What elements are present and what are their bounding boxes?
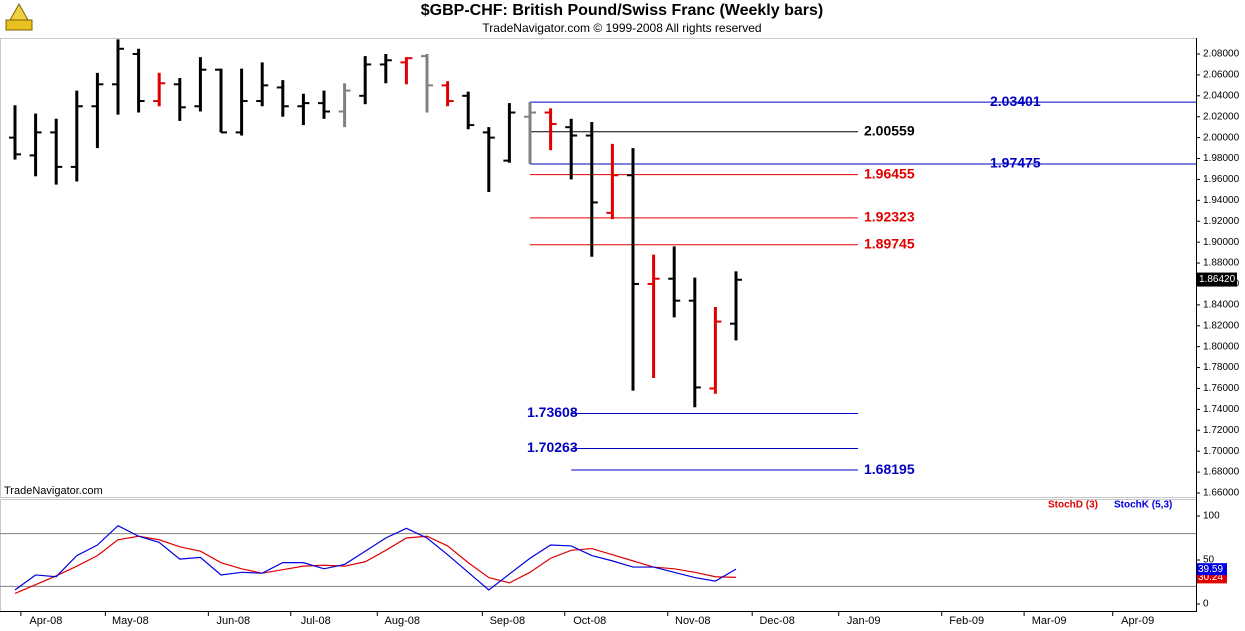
stoch-line [14,524,737,591]
stoch-last-label: 39.59 [1198,564,1223,575]
level-label: 1.68195 [864,461,915,477]
x-tick-label: Sep-08 [490,615,525,627]
stoch-last-label: 30.24 [1198,572,1223,583]
x-tick-label: Mar-09 [1032,615,1067,627]
level-label: 1.97475 [990,155,1041,171]
logo [5,2,33,31]
y-tick-label: 1.88000 [1203,258,1240,269]
x-tick-label: Aug-08 [385,615,420,627]
y-tick-label: 2.08000 [1203,49,1240,60]
y-tick-label: 1.70000 [1203,446,1240,457]
last-price-box [1197,272,1237,287]
stoch-line [14,535,737,594]
level-label: 1.70263 [527,439,578,455]
level-label: 1.89745 [864,236,915,252]
x-tick-label: Apr-09 [1121,615,1154,627]
y-tick-label: 2.00000 [1203,132,1240,143]
chart-subtitle: TradeNavigator.com © 1999-2008 All right… [482,21,761,35]
y-tick-label: 2.04000 [1203,90,1240,101]
x-tick-label: Feb-09 [949,615,984,627]
level-label: 1.92323 [864,209,915,225]
y-tick-label: 1.80000 [1203,341,1240,352]
y-tick-label: 1.82000 [1203,320,1240,331]
stoch-y-tick-label: 50 [1203,555,1215,566]
y-tick-label: 1.72000 [1203,425,1240,436]
y-tick-label: 1.68000 [1203,467,1240,478]
chart-title: $GBP-CHF: British Pound/Swiss Franc (Wee… [421,2,823,19]
x-tick-label: Apr-08 [29,615,62,627]
legend-entry: StochK (5,3) [1114,500,1172,511]
y-tick-label: 1.84000 [1203,299,1240,310]
stoch-last-box [1197,563,1227,576]
x-tick-label: Oct-08 [573,615,606,627]
level-label: 2.00559 [864,122,915,138]
stoch-y-tick-label: 0 [1203,599,1209,610]
y-tick-label: 1.78000 [1203,362,1240,373]
level-label: 2.03401 [990,93,1041,109]
y-tick-label: 1.76000 [1203,383,1240,394]
legend-entry: StochD (3) [1048,500,1098,511]
stoch-y-tick-label: 100 [1203,511,1220,522]
y-tick-label: 2.06000 [1203,70,1240,81]
y-tick-label: 1.74000 [1203,404,1240,415]
x-tick-label: Jan-09 [847,615,881,627]
level-label: 1.73608 [527,404,578,420]
x-tick-label: Dec-08 [759,615,794,627]
x-tick-label: May-08 [112,615,149,627]
watermark: TradeNavigator.com [4,485,103,497]
x-tick-label: Jul-08 [301,615,331,627]
y-tick-label: 2.02000 [1203,111,1240,122]
y-tick-label: 1.98000 [1203,153,1240,164]
level-label: 1.96455 [864,165,915,181]
x-tick-label: Nov-08 [675,615,710,627]
y-tick-label: 1.92000 [1203,216,1240,227]
last-price-label: 1.86420 [1199,274,1236,285]
y-tick-label: 1.94000 [1203,195,1240,206]
y-tick-label: 1.66000 [1203,488,1240,499]
x-tick-label: Jun-08 [217,615,251,627]
y-tick-label: 1.90000 [1203,237,1240,248]
y-tick-label: 1.96000 [1203,174,1240,185]
